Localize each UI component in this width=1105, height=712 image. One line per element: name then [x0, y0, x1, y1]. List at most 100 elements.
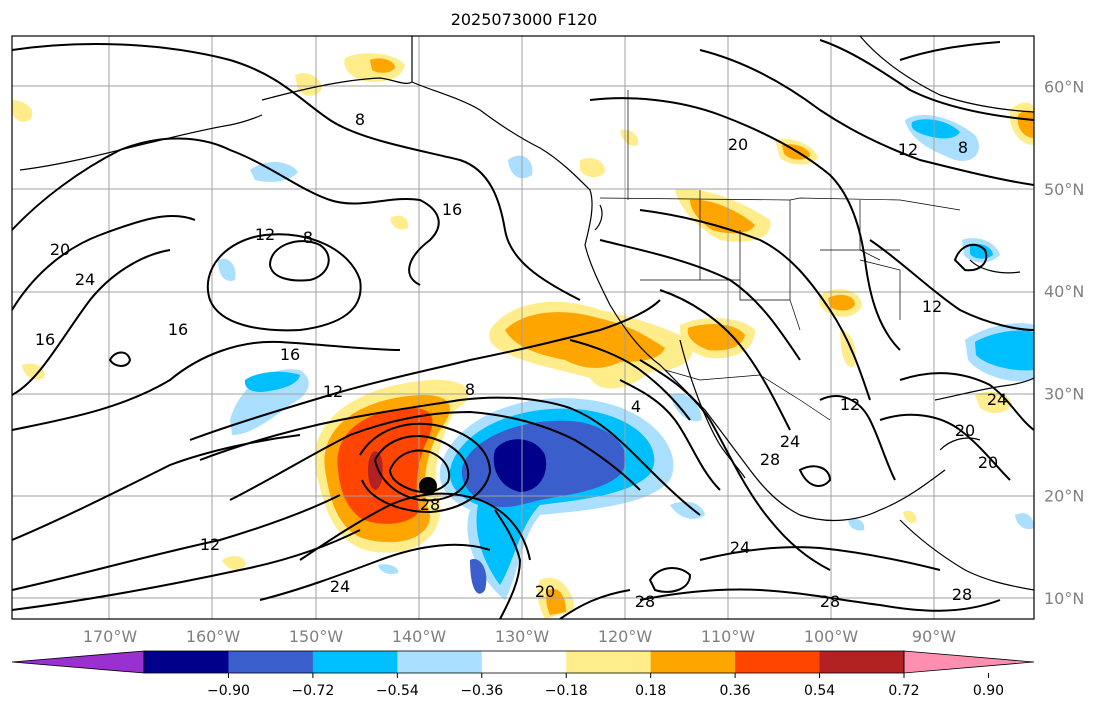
contour-label: 24 [780, 432, 800, 451]
contour-label: 8 [303, 228, 313, 247]
lon-label: 160°W [186, 627, 241, 646]
colorbar-tick-label: −0.54 [376, 683, 419, 699]
lat-label: 30°N [1044, 384, 1084, 403]
colorbar-segment [481, 651, 567, 673]
contour-label: 8 [465, 380, 475, 399]
colorbar-segment [566, 651, 652, 673]
shade-positive-alaska-orange [370, 58, 395, 73]
colorbar-segment [312, 651, 398, 673]
lat-label: 40°N [1044, 282, 1084, 301]
contour-label: 20 [535, 582, 555, 601]
lon-label: 130°W [495, 627, 550, 646]
shade-negative-canada-cyan [911, 119, 960, 139]
contour-label: 8 [355, 110, 365, 129]
shade-positive-mex-orange [546, 588, 566, 615]
lat-label: 50°N [1044, 180, 1084, 199]
colorbar [11, 650, 1035, 674]
colorbar-max-extend [903, 650, 1035, 674]
map-title: 2025073000 F120 [450, 10, 598, 29]
shade-positive-storm-dark [368, 451, 383, 490]
storm-center-marker [419, 477, 437, 495]
contour-label: 12 [255, 225, 275, 244]
lat-label: 20°N [1044, 487, 1084, 506]
colorbar-segment [735, 651, 821, 673]
contour-label: 16 [442, 200, 462, 219]
lon-label: 170°W [83, 627, 138, 646]
colorbar-tick-labels: −0.90 −0.72 −0.54 −0.36 −0.18 0.18 0.36 0.54 0.7… [207, 673, 1004, 699]
contour-label: 28 [952, 585, 972, 604]
contour-label: 24 [730, 538, 750, 557]
graticule [12, 36, 1034, 619]
shade-positive-east-orange [1017, 110, 1034, 138]
latitude-labels: 60°N 50°N 40°N 30°N 20°N 10°N [1044, 78, 1084, 609]
shade-negative-east-cyan [975, 330, 1034, 371]
lon-label: 100°W [804, 627, 859, 646]
colorbar-tick-label: −0.72 [291, 683, 334, 699]
shade-negative-small2 [848, 518, 865, 531]
shade-negative-bc [508, 155, 533, 179]
contour-label: 16 [35, 330, 55, 349]
shade-negative-small3 [378, 564, 399, 575]
colorbar-tick-label: 0.18 [635, 683, 666, 699]
contour-label: 28 [760, 450, 780, 469]
contour-label: 12 [898, 140, 918, 159]
colorbar-tick-label: −0.18 [545, 683, 588, 699]
shade-negative-baja [670, 393, 702, 422]
colorbar-tick-label: 0.54 [804, 683, 835, 699]
lon-label: 110°W [701, 627, 756, 646]
colorbar-segment [144, 651, 229, 673]
lon-label: 90°W [912, 627, 956, 646]
contour-label: 20 [978, 453, 998, 472]
contour-label: 28 [635, 592, 655, 611]
shade-negative-south [670, 501, 705, 519]
shade-positive-small3 [222, 556, 246, 570]
shade-positive-small5 [580, 158, 605, 178]
colorbar-frame [143, 650, 905, 674]
contour-label: 8 [958, 138, 968, 157]
shade-positive-small4 [390, 215, 409, 230]
contour-label: 28 [420, 495, 440, 514]
colorbar-segment [228, 651, 314, 673]
shade-positive-rockies-orange [690, 199, 755, 234]
colorbar-min-extend [11, 650, 145, 674]
shade-negative-storm-navy [493, 439, 547, 492]
contour-label: 12 [922, 297, 942, 316]
contour-label: 16 [280, 345, 300, 364]
contour-label: 20 [955, 421, 975, 440]
colorbar-tick-label: −0.36 [460, 683, 503, 699]
contour-label: 28 [820, 592, 840, 611]
contour-label: 20 [50, 240, 70, 259]
shade-negative-west [218, 258, 236, 281]
shade-positive-plains-orange [828, 294, 855, 311]
anomaly-shading [12, 53, 1034, 619]
contour-label: 24 [987, 390, 1007, 409]
lat-label: 10°N [1044, 589, 1084, 608]
shade-positive-sw2-orange [687, 324, 745, 351]
shade-positive-small2 [22, 363, 45, 380]
shade-positive-small7 [840, 330, 856, 367]
shade-positive-small8 [903, 510, 917, 523]
contour-label: 24 [330, 577, 350, 596]
map-frame [11, 35, 1035, 620]
shade-negative-pacific [230, 369, 309, 435]
shade-negative-pacific-cyan [244, 371, 300, 392]
lon-label: 150°W [289, 627, 344, 646]
shade-negative-small1 [1015, 513, 1034, 530]
colorbar-tick-label: 0.90 [973, 683, 1004, 699]
height-contours [12, 39, 1034, 619]
longitude-labels: 170°W 160°W 150°W 140°W 130°W 120°W 110°W 100°W… [83, 627, 956, 646]
shade-positive-small1 [12, 100, 33, 122]
colorbar-segment [397, 651, 483, 673]
colorbar-tick-label: 0.72 [888, 683, 919, 699]
colorbar-segment [650, 651, 736, 673]
colorbar-segment [819, 651, 905, 673]
colorbar-tick-label: −0.90 [207, 683, 250, 699]
contour-label: 12 [200, 535, 220, 554]
lon-label: 120°W [598, 627, 653, 646]
lat-label: 60°N [1044, 78, 1084, 97]
contour-label: 12 [323, 382, 343, 401]
contour-label: 16 [168, 320, 188, 339]
contour-label: 24 [75, 270, 95, 289]
